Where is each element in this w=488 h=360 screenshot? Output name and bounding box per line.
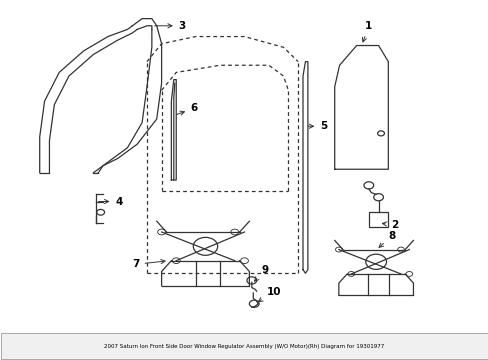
Text: 5: 5 <box>307 121 326 131</box>
Text: 2007 Saturn Ion Front Side Door Window Regulator Assembly (W/O Motor)(Rh) Diagra: 2007 Saturn Ion Front Side Door Window R… <box>104 344 384 349</box>
Text: 7: 7 <box>132 259 165 269</box>
Text: 2: 2 <box>382 220 397 230</box>
Bar <box>368 212 387 226</box>
Text: 10: 10 <box>258 287 281 302</box>
FancyBboxPatch shape <box>0 333 488 359</box>
Text: 6: 6 <box>176 103 198 115</box>
Text: 8: 8 <box>378 231 395 247</box>
Text: 9: 9 <box>254 265 268 281</box>
Text: 4: 4 <box>99 197 122 207</box>
Text: 1: 1 <box>362 21 372 42</box>
Text: 3: 3 <box>154 21 185 31</box>
